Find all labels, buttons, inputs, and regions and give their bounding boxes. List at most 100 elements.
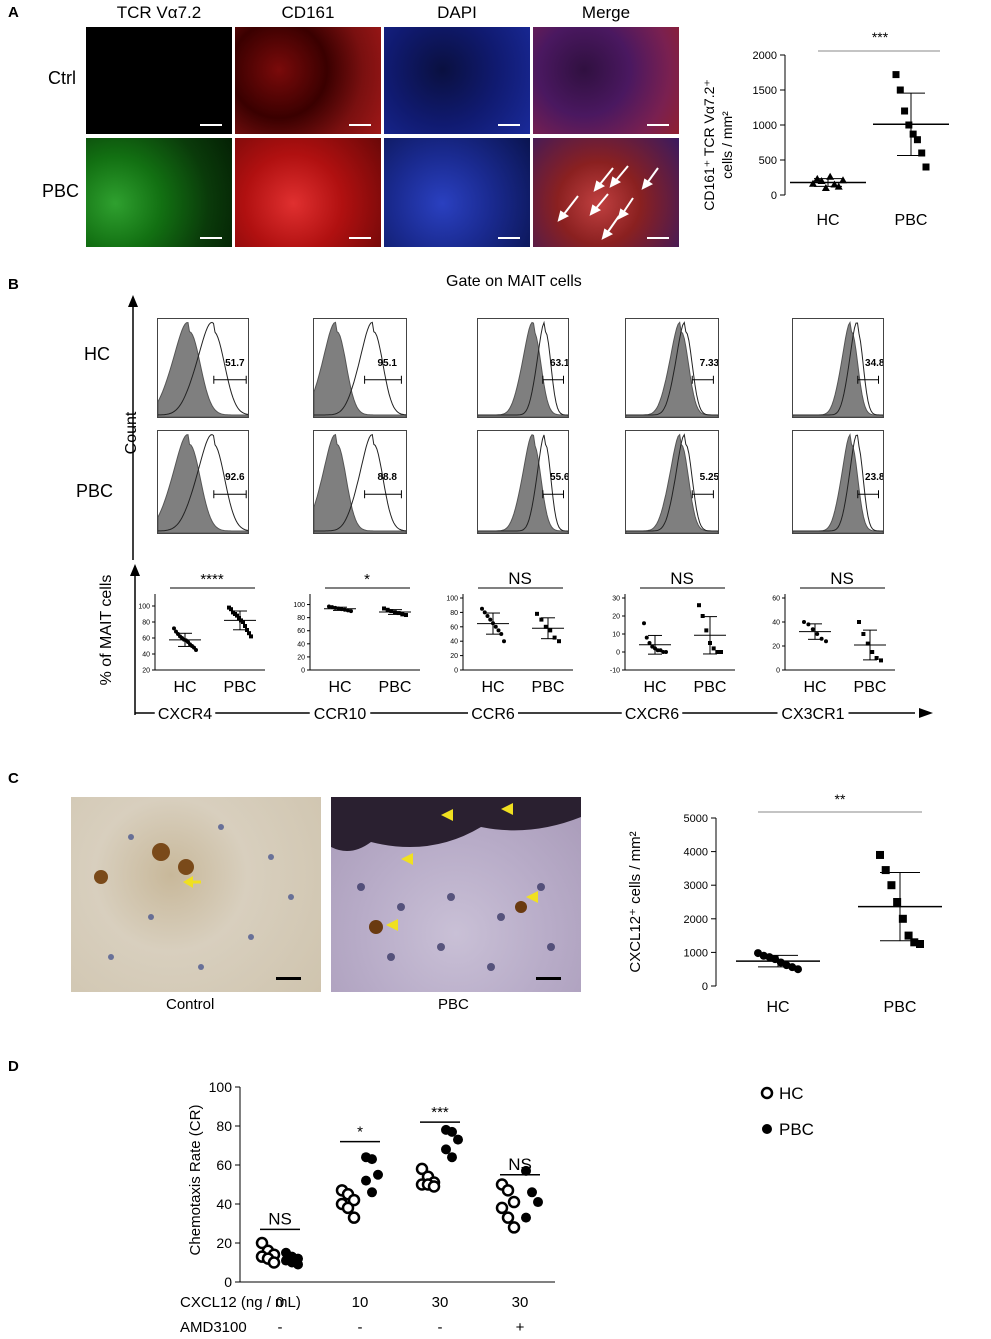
filled-histogram <box>478 321 568 417</box>
d-row1-value: 30 <box>432 1294 449 1311</box>
data-point-hc <box>644 635 649 640</box>
sub-tick-label: 20 <box>142 668 150 675</box>
y-tick-label: 0 <box>771 190 777 202</box>
sub-tick-label: 100 <box>446 596 458 603</box>
data-point-pbc <box>896 86 904 94</box>
histogram-cxcr4-hc: 51.7 <box>157 318 249 418</box>
d-row1-value: 30 <box>512 1294 529 1311</box>
data-point-pbc <box>404 613 408 618</box>
data-point-pbc <box>527 1187 537 1198</box>
data-point-pbc <box>447 1126 457 1137</box>
header-tcr: TCR Vα7.2 <box>116 3 202 22</box>
panel-d-label: D <box>8 1058 19 1075</box>
hist-row-hc: HC <box>84 344 110 364</box>
sub-cat-pbc: PBC <box>532 679 565 696</box>
data-point-pbc <box>521 1165 531 1176</box>
data-point-pbc <box>548 628 553 633</box>
y-tick-label: 2000 <box>684 914 708 926</box>
data-point-pbc <box>876 850 884 859</box>
data-point-hc <box>502 639 506 644</box>
data-point-pbc <box>241 620 245 624</box>
marker-label-cxcr6: CXCR6 <box>625 706 679 723</box>
data-point-pbc <box>905 121 913 129</box>
histogram-cxcr6-hc: 7.33 <box>625 318 719 418</box>
data-point-hc <box>347 1193 361 1207</box>
data-point-pbc <box>235 613 239 618</box>
data-point-pbc <box>293 1259 303 1270</box>
open-histogram <box>626 321 718 416</box>
data-point-hc <box>826 172 835 180</box>
data-point-pbc <box>715 650 720 654</box>
panel-c-chart: CXCL12⁺ cells / mm² 0 1000 2000 3000 4000 500… <box>627 791 942 1016</box>
marker-label-bg <box>309 703 371 723</box>
data-point-hc <box>495 1201 509 1215</box>
data-point-hc <box>482 610 487 615</box>
data-point-hc <box>480 606 484 611</box>
hist-row-pbc: PBC <box>76 481 114 501</box>
data-point-hc <box>485 614 490 618</box>
sub-cat-hc: HC <box>173 679 196 696</box>
data-point-hc <box>499 632 504 636</box>
panel-a-cat-pbc: PBC <box>895 212 928 229</box>
data-point-pbc <box>373 1169 383 1180</box>
data-point-hc <box>327 604 331 609</box>
data-point-hc <box>488 617 493 622</box>
row-label-pbc: PBC <box>42 181 80 201</box>
y-tick-label: 100 <box>209 1079 233 1095</box>
y-tick-label: 0 <box>224 1274 232 1290</box>
y-tick-label: 1500 <box>753 85 777 97</box>
gate-percent: 7.33 <box>699 357 719 369</box>
legend-pbc-label: PBC <box>779 1120 814 1139</box>
data-point-hc <box>815 632 820 636</box>
histogram-ccr10-pbc: 88.8 <box>313 430 407 534</box>
data-point-pbc <box>904 931 913 940</box>
histogram-ccr6-pbc: 55.6 <box>477 430 569 534</box>
data-point-pbc <box>916 940 924 948</box>
sub-tick-label: 80 <box>142 620 150 627</box>
data-point-pbc <box>229 607 233 612</box>
data-point-pbc <box>441 1144 451 1155</box>
data-point-hc <box>336 606 341 611</box>
sub-tick-label: 20 <box>772 644 780 651</box>
y-tick-label: 60 <box>216 1157 232 1173</box>
data-point-pbc <box>535 611 539 616</box>
data-point-pbc <box>396 611 401 616</box>
arrow-right-icon <box>919 708 933 718</box>
filled-histogram <box>793 433 883 533</box>
data-point-pbc <box>892 71 900 79</box>
data-point-hc <box>349 609 353 614</box>
gate-percent: 95.1 <box>377 357 397 369</box>
sub-tick-label: 40 <box>142 652 150 659</box>
sub-tick-label: 40 <box>450 639 458 646</box>
legend-hc-marker <box>760 1086 774 1100</box>
data-point-hc <box>655 648 660 653</box>
data-point-pbc <box>708 641 712 645</box>
data-point-pbc <box>879 658 883 663</box>
data-point-hc <box>661 650 666 654</box>
data-point-pbc <box>367 1154 377 1165</box>
data-point-hc <box>172 626 176 631</box>
data-point-pbc <box>865 641 870 646</box>
data-point-hc <box>333 605 338 610</box>
data-point-hc <box>491 621 495 626</box>
data-point-pbc <box>249 634 253 639</box>
open-histogram <box>478 434 568 532</box>
sig-label: *** <box>431 1104 449 1121</box>
open-histogram <box>793 434 883 532</box>
data-point-pbc <box>913 136 921 144</box>
gate-percent: 92.6 <box>225 472 245 484</box>
data-point-pbc <box>389 609 394 614</box>
filled-histogram <box>314 433 406 533</box>
d-row2-value: - <box>278 1319 283 1336</box>
data-point-pbc <box>382 606 386 611</box>
sig-label: NS <box>670 569 694 588</box>
sub-tick-label: 80 <box>297 615 305 622</box>
data-point-hc <box>493 624 498 629</box>
data-point-pbc <box>874 656 879 660</box>
data-point-hc <box>830 180 839 188</box>
gate-percent: 63.1 <box>550 357 569 369</box>
data-point-pbc <box>918 149 926 157</box>
data-point-pbc <box>898 914 907 923</box>
data-point-pbc <box>700 614 705 618</box>
